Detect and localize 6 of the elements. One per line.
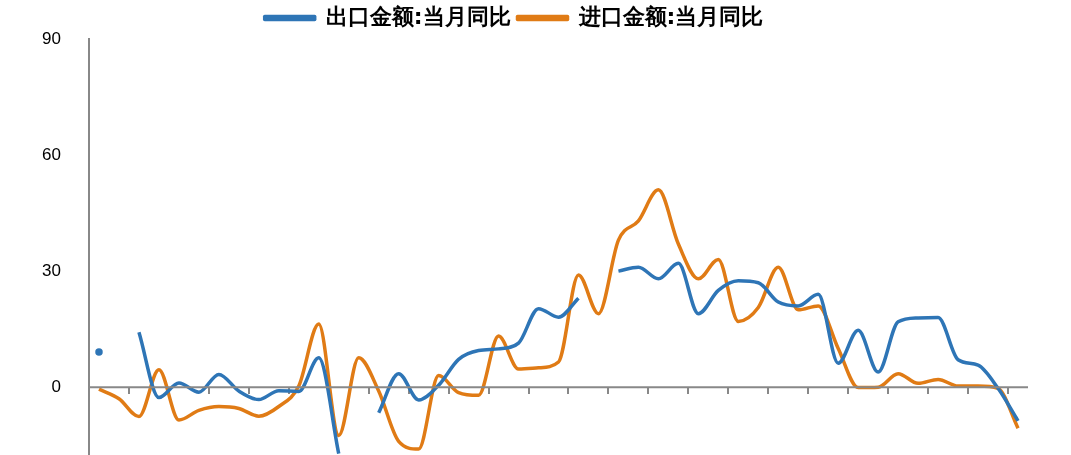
y-tick-label: 60 bbox=[42, 144, 61, 164]
legend-label: 出口金额:当月同比 bbox=[325, 3, 511, 29]
y-tick-label: 90 bbox=[42, 28, 61, 48]
y-tick-label: 0 bbox=[51, 376, 61, 396]
legend-label: 进口金额:当月同比 bbox=[577, 3, 764, 29]
y-tick-label: 30 bbox=[42, 260, 61, 280]
